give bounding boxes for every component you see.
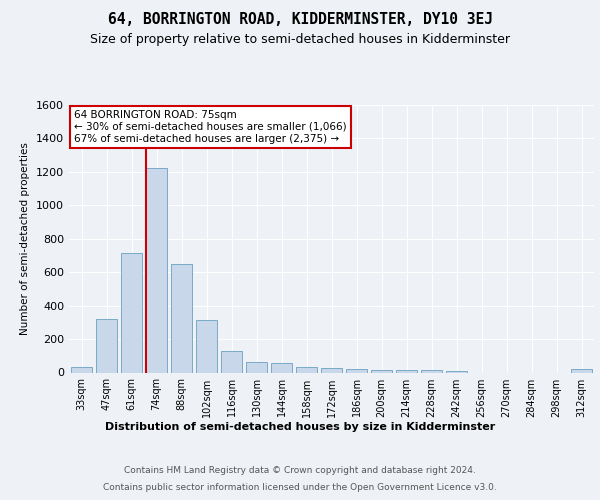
Text: Distribution of semi-detached houses by size in Kidderminster: Distribution of semi-detached houses by … xyxy=(105,422,495,432)
Bar xyxy=(296,368,317,372)
Text: Contains HM Land Registry data © Crown copyright and database right 2024.: Contains HM Land Registry data © Crown c… xyxy=(124,466,476,475)
Bar xyxy=(396,370,417,372)
Y-axis label: Number of semi-detached properties: Number of semi-detached properties xyxy=(20,142,31,335)
Bar xyxy=(121,253,142,372)
Bar xyxy=(146,168,167,372)
Text: 64, BORRINGTON ROAD, KIDDERMINSTER, DY10 3EJ: 64, BORRINGTON ROAD, KIDDERMINSTER, DY10… xyxy=(107,12,493,28)
Bar xyxy=(71,368,92,372)
Bar xyxy=(271,364,292,372)
Bar xyxy=(221,351,242,372)
Bar xyxy=(246,362,267,372)
Text: Size of property relative to semi-detached houses in Kidderminster: Size of property relative to semi-detach… xyxy=(90,32,510,46)
Bar xyxy=(571,369,592,372)
Text: Contains public sector information licensed under the Open Government Licence v3: Contains public sector information licen… xyxy=(103,482,497,492)
Bar xyxy=(196,320,217,372)
Text: 64 BORRINGTON ROAD: 75sqm
← 30% of semi-detached houses are smaller (1,066)
67% : 64 BORRINGTON ROAD: 75sqm ← 30% of semi-… xyxy=(74,110,347,144)
Bar xyxy=(96,319,117,372)
Bar xyxy=(371,370,392,372)
Bar xyxy=(321,368,342,372)
Bar xyxy=(171,264,192,372)
Bar xyxy=(446,371,467,372)
Bar xyxy=(421,370,442,372)
Bar xyxy=(346,369,367,372)
